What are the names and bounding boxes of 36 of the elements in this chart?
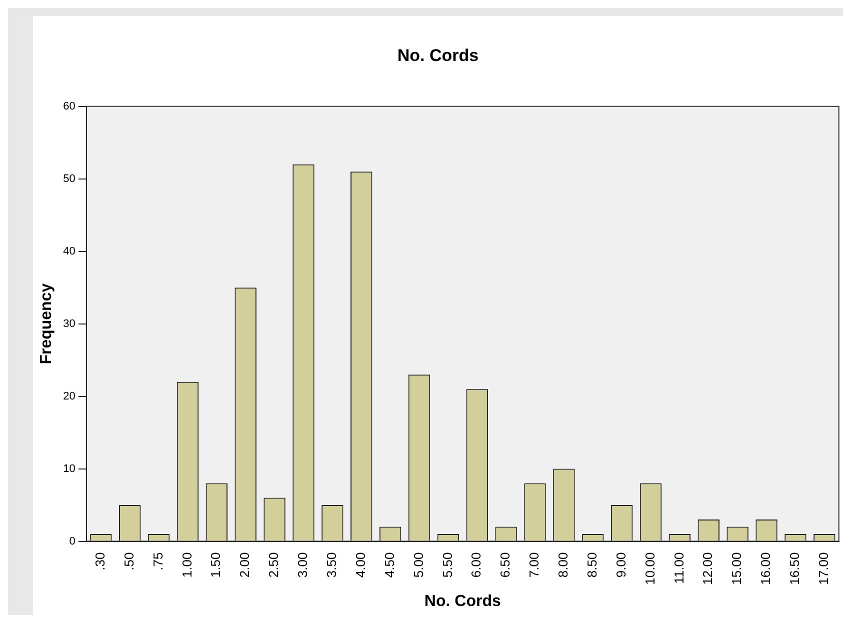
y-tick-label: 60 (63, 100, 76, 112)
y-tick-label: 50 (63, 172, 76, 185)
x-tick-label: 11.00 (671, 552, 686, 584)
y-axis-title: Frequency (38, 283, 56, 364)
x-tick-label: 2.00 (237, 552, 252, 578)
x-tick-label: 17.00 (816, 552, 831, 585)
x-tick-label: 10.00 (642, 552, 658, 585)
x-tick-label: 9.00 (613, 552, 628, 578)
y-tick-label: 30 (63, 318, 76, 330)
y-tick-label: 40 (63, 245, 76, 258)
chart-title: No. Cords (397, 46, 479, 65)
x-tick-label: 16.00 (758, 552, 774, 585)
x-tick-label: 7.00 (526, 552, 542, 578)
x-tick-label: 6.50 (498, 552, 513, 578)
y-tick-label: 0 (69, 535, 76, 548)
x-tick-label: 3.00 (295, 552, 310, 578)
x-tick-label: .50 (121, 552, 136, 570)
x-tick-label: .30 (92, 552, 108, 570)
x-tick-label: 3.50 (324, 552, 339, 578)
x-axis-title: No. Cords (424, 592, 501, 610)
x-tick-label: 12.00 (700, 552, 716, 585)
x-tick-label: 1.50 (208, 552, 224, 578)
x-tick-label: 1.00 (179, 552, 194, 578)
x-tick-label: .75 (150, 552, 166, 570)
y-tick-label: 20 (63, 390, 76, 402)
y-tick-label: 10 (63, 462, 76, 475)
x-tick-label: 8.00 (556, 552, 571, 578)
x-tick-label: 4.00 (352, 552, 368, 578)
x-tick-label: 15.00 (729, 552, 744, 585)
x-tick-label: 5.50 (440, 552, 455, 578)
x-tick-label: 2.50 (266, 552, 282, 578)
x-tick-label: 4.50 (382, 552, 397, 578)
x-tick-label: 6.00 (468, 552, 484, 578)
x-tick-label: 5.00 (410, 552, 426, 578)
x-tick-label: 16.50 (787, 552, 802, 585)
x-tick-label: 8.50 (584, 552, 600, 578)
